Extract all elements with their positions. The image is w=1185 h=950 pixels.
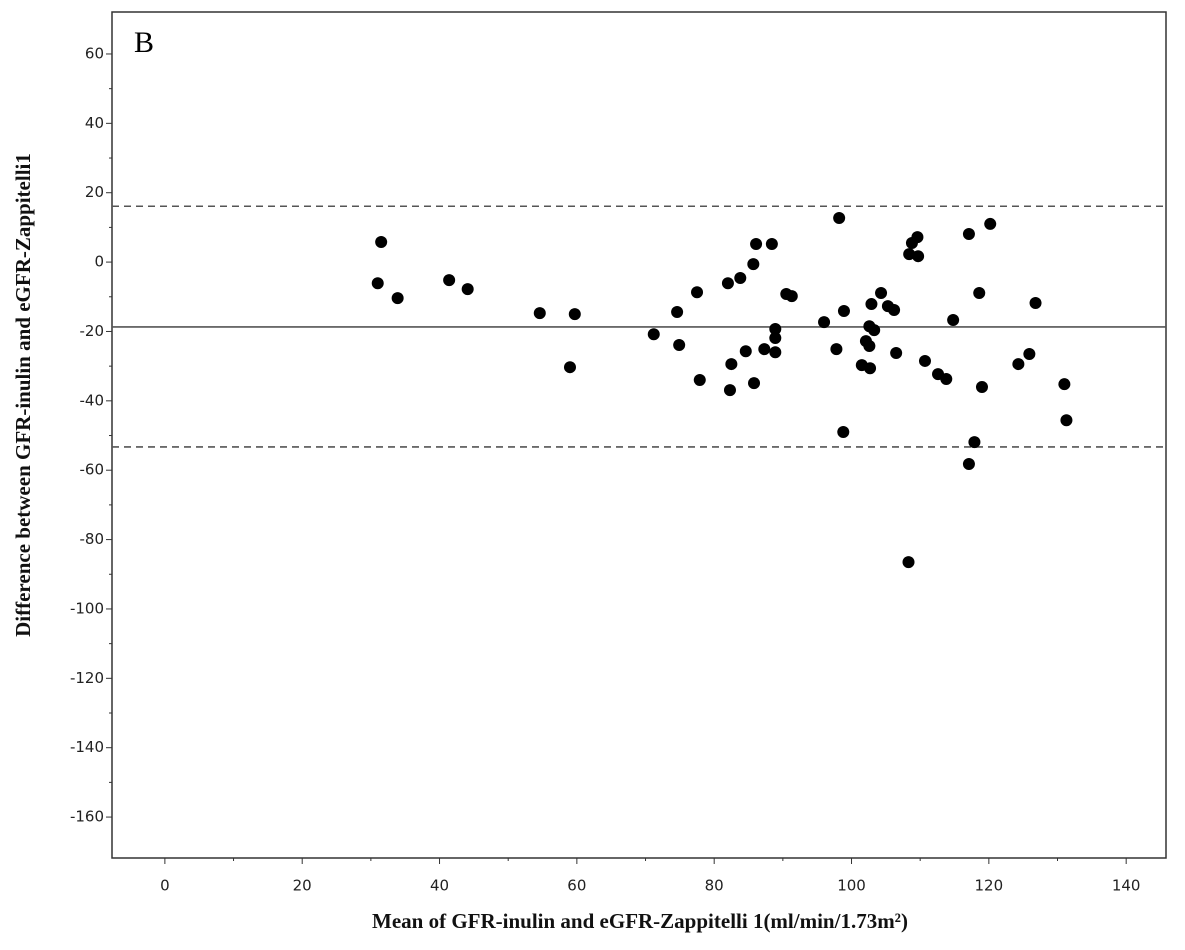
point (962, 457, 975, 470)
point (769, 332, 782, 345)
plot-frame (111, 11, 1167, 859)
point (769, 346, 782, 359)
y-axis-label: Difference between GFR-inulin and eGFR-Z… (11, 153, 35, 637)
point (875, 286, 888, 299)
point (918, 354, 931, 367)
x-tick-label: 80 (705, 877, 724, 895)
point (830, 343, 843, 356)
point (984, 217, 997, 230)
point (769, 323, 782, 336)
point (734, 272, 747, 285)
point (747, 258, 760, 271)
x-tick-label: 20 (293, 877, 312, 895)
point (647, 328, 660, 341)
point (1029, 297, 1042, 310)
x-tick-label: 0 (160, 877, 170, 895)
point (725, 358, 738, 371)
point (1058, 378, 1071, 391)
x-tick-label: 40 (430, 877, 449, 895)
y-tick-label: -60 (80, 461, 105, 479)
point (750, 238, 763, 251)
x-tick-label: 140 (1112, 877, 1141, 895)
x-tick-label: 100 (837, 877, 866, 895)
y-tick-label: -140 (70, 738, 104, 756)
y-tick-label: -100 (70, 599, 104, 617)
panel-label: B (134, 26, 154, 59)
point (673, 338, 686, 351)
point (968, 436, 981, 449)
point (758, 343, 771, 356)
point (785, 290, 798, 303)
x-axis-label: Mean of GFR-inulin and eGFR-Zappitelli 1… (372, 909, 908, 933)
point (975, 380, 988, 393)
point (721, 277, 734, 290)
point (912, 250, 925, 263)
point (973, 286, 986, 299)
y-tick-label: -20 (80, 322, 105, 340)
point (533, 307, 546, 320)
point (671, 306, 684, 319)
y-tick-label: 0 (94, 253, 104, 271)
x-tick-label: 120 (975, 877, 1004, 895)
point (443, 274, 456, 287)
point (947, 314, 960, 327)
x-tick-label: 60 (567, 877, 586, 895)
point (863, 340, 876, 353)
point (1060, 414, 1073, 427)
point (818, 316, 831, 329)
point (723, 384, 736, 397)
point (371, 277, 384, 290)
point (864, 362, 877, 375)
point (837, 426, 850, 439)
point (693, 374, 706, 387)
y-tick-label: -80 (80, 530, 105, 548)
point (568, 308, 581, 321)
y-tick-label: 20 (85, 183, 104, 201)
point (940, 372, 953, 385)
point (888, 303, 901, 316)
y-tick-label: 40 (85, 114, 104, 132)
point (833, 212, 846, 225)
point (739, 345, 752, 358)
point (902, 556, 915, 569)
point (1012, 358, 1025, 371)
point (563, 361, 576, 374)
point (868, 324, 881, 337)
y-tick-label: -120 (70, 669, 104, 687)
y-tick-label: -160 (70, 808, 104, 826)
point (890, 346, 903, 359)
point (1023, 348, 1036, 361)
y-tick-label: -40 (80, 391, 105, 409)
point (748, 377, 761, 390)
point (765, 238, 778, 251)
point (391, 292, 404, 305)
point (461, 283, 474, 296)
point (691, 286, 704, 299)
point (837, 304, 850, 317)
y-tick-label: 60 (85, 44, 104, 62)
point (911, 231, 924, 244)
point (962, 227, 975, 240)
point (375, 235, 388, 248)
point (865, 298, 878, 311)
